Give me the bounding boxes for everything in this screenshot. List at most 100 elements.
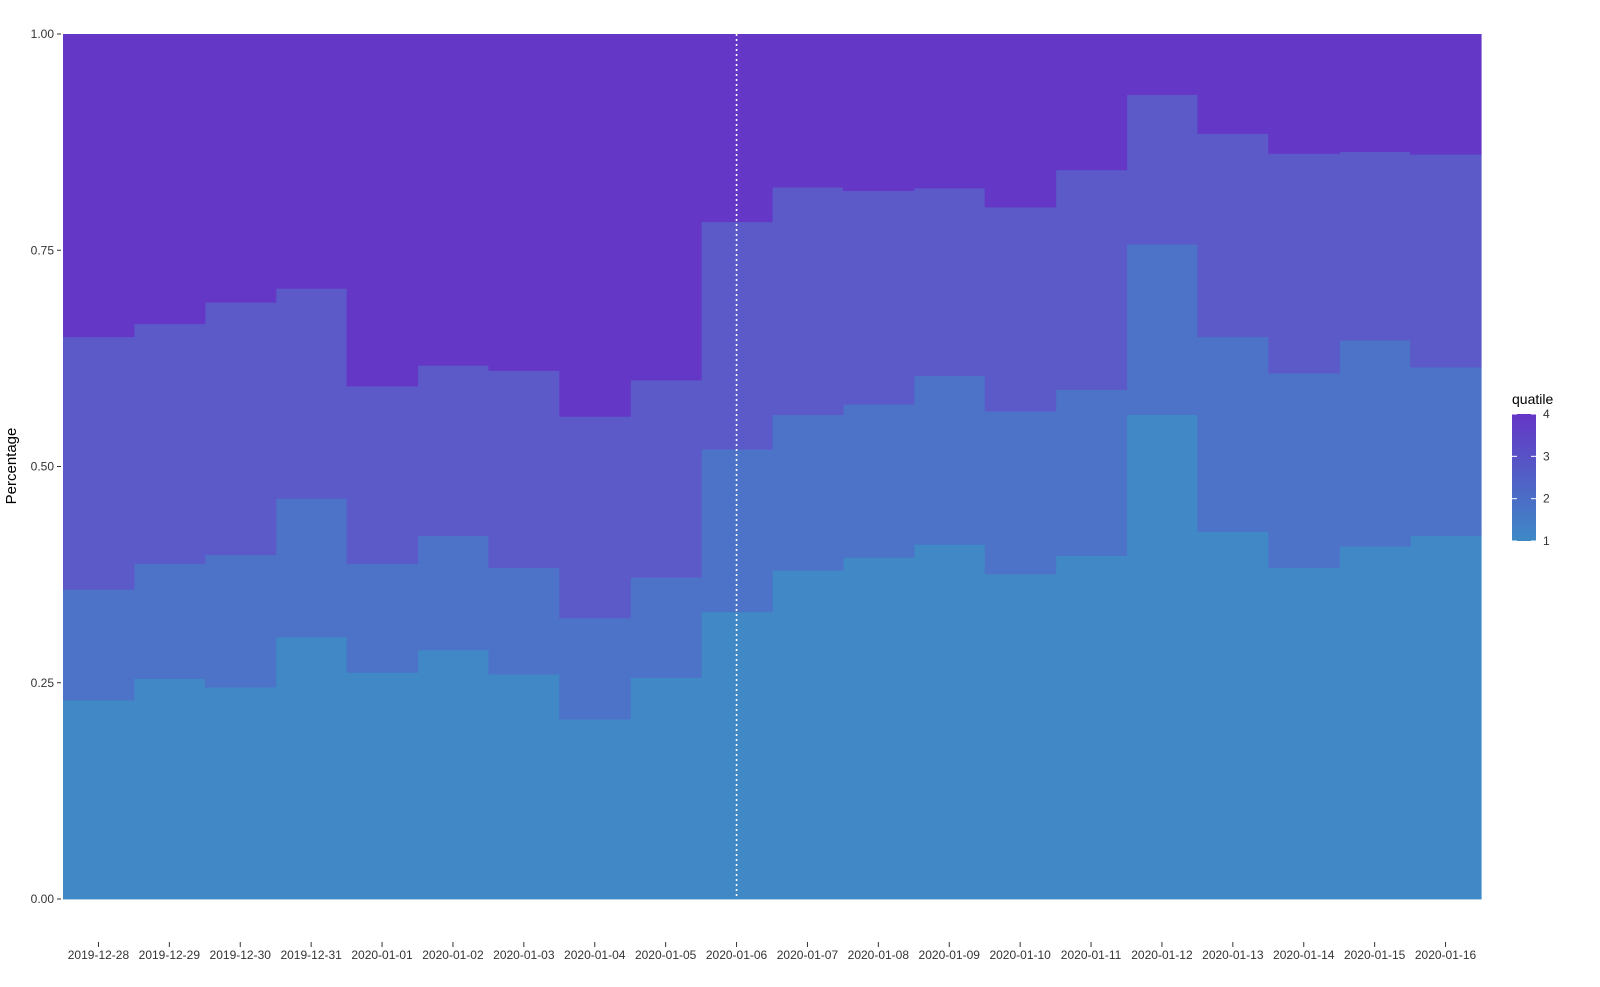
area-segment-q4-2020-01-15	[1339, 34, 1411, 153]
area-segment-q1-2020-01-04	[559, 719, 631, 900]
area-segment-q1-2020-01-10	[984, 573, 1057, 900]
area-segment-q3-2020-01-05	[630, 380, 702, 578]
area-segment-q3-2020-01-02	[417, 365, 489, 537]
y-axis: 0.00 0.25 0.50 0.75 1.00	[31, 27, 61, 906]
area-segment-q3-2020-01-10	[984, 207, 1057, 412]
area-segment-q4-2020-01-03	[488, 34, 560, 371]
x-tick-label: 2020-01-07	[777, 948, 839, 962]
y-tick-label: 0.50	[31, 460, 55, 474]
area-segment-q4-2020-01-10	[984, 34, 1057, 208]
legend-title: quatile	[1512, 391, 1553, 407]
plot-area	[63, 34, 1482, 900]
area-segment-q2-2020-01-11	[1055, 389, 1128, 556]
area-segment-q2-2020-01-01	[346, 563, 419, 673]
area-segment-q3-2020-01-08	[842, 190, 915, 405]
area-segment-q1-2020-01-16	[1410, 535, 1482, 900]
area-segment-q1-2020-01-12	[1126, 414, 1198, 900]
area-segment-q4-2020-01-13	[1197, 34, 1269, 134]
area-segment-q3-2020-01-03	[488, 370, 560, 569]
area-segment-q1-2019-12-28	[63, 700, 135, 900]
x-tick-label: 2019-12-28	[68, 948, 130, 962]
area-segment-q4-2019-12-29	[133, 34, 206, 325]
area-segment-q2-2020-01-09	[913, 375, 986, 545]
area-segment-q2-2020-01-03	[488, 567, 560, 675]
area-segment-q4-2020-01-11	[1055, 34, 1128, 171]
area-segment-q4-2020-01-02	[417, 34, 489, 366]
area-segment-q3-2020-01-15	[1339, 151, 1411, 341]
x-tick-label: 2020-01-10	[989, 948, 1051, 962]
area-segment-q4-2020-01-14	[1268, 34, 1340, 154]
area-segment-q1-2020-01-13	[1197, 531, 1269, 900]
x-tick-label: 2020-01-03	[493, 948, 555, 962]
x-tick-label: 2020-01-14	[1273, 948, 1335, 962]
y-tick-label: 0.00	[31, 892, 55, 906]
x-axis: 2019-12-28 2019-12-29 2019-12-30 2019-12-31…	[68, 942, 1477, 962]
area-segment-q4-2020-01-16	[1410, 34, 1482, 155]
area-segment-q3-2020-01-12	[1126, 94, 1198, 245]
y-tick-label: 0.25	[31, 676, 55, 690]
area-segment-q2-2020-01-07	[772, 414, 844, 571]
x-tick-label: 2020-01-11	[1061, 948, 1122, 962]
area-segment-q2-2020-01-05	[630, 577, 702, 678]
area-segment-q3-2020-01-16	[1410, 154, 1482, 368]
area-segment-q4-2020-01-08	[842, 34, 915, 191]
x-tick-label: 2020-01-06	[706, 948, 768, 962]
area-segment-q3-2020-01-04	[559, 416, 631, 619]
area-segment-q4-2020-01-05	[630, 34, 702, 381]
area-segment-q4-2019-12-30	[204, 34, 277, 303]
area-segment-q1-2020-01-05	[630, 677, 702, 900]
area-segment-q1-2019-12-31	[275, 636, 348, 900]
area-segment-q4-2020-01-06	[701, 34, 773, 223]
area-segment-q1-2020-01-14	[1268, 567, 1340, 900]
area-segment-q2-2019-12-31	[275, 498, 348, 638]
area-segment-q2-2020-01-12	[1126, 244, 1198, 415]
x-tick-label: 2020-01-15	[1344, 948, 1406, 962]
x-tick-label: 2019-12-31	[280, 948, 342, 962]
legend-label: 2	[1543, 492, 1550, 506]
area-segment-q1-2019-12-29	[133, 678, 206, 900]
y-axis-title: Percentage	[3, 428, 20, 505]
area-segment-q1-2020-01-01	[346, 672, 419, 900]
area-segment-q2-2020-01-08	[842, 404, 915, 558]
area-segment-q4-2020-01-01	[346, 34, 419, 387]
area-segment-q2-2020-01-13	[1197, 336, 1269, 532]
area-segment-q2-2019-12-28	[63, 589, 135, 701]
area-segment-q3-2019-12-31	[275, 288, 348, 499]
area-segment-q3-2019-12-30	[204, 302, 277, 556]
x-tick-label: 2020-01-05	[635, 948, 697, 962]
area-segment-q4-2019-12-28	[63, 34, 135, 338]
area-segment-q3-2020-01-13	[1197, 133, 1269, 338]
area-segment-q3-2019-12-28	[63, 336, 135, 590]
area-segment-q3-2020-01-07	[772, 187, 844, 415]
area-segment-q1-2020-01-02	[417, 649, 489, 900]
area-segment-q1-2020-01-09	[913, 544, 986, 900]
area-segment-q2-2020-01-10	[984, 411, 1057, 575]
x-tick-label: 2020-01-08	[848, 948, 910, 962]
area-segment-q3-2020-01-09	[913, 187, 986, 377]
y-tick-label: 0.75	[31, 243, 55, 257]
legend-ticks: 4 3 2 1	[1512, 407, 1550, 548]
y-tick-label: 1.00	[31, 27, 55, 41]
area-segment-q1-2020-01-07	[772, 570, 844, 900]
x-tick-label: 2019-12-29	[139, 948, 201, 962]
legend-color-bar	[1512, 414, 1536, 541]
area-segment-q4-2019-12-31	[275, 34, 348, 289]
area-segment-q3-2020-01-14	[1268, 153, 1340, 374]
x-tick-label: 2020-01-04	[564, 948, 626, 962]
area-segment-q1-2020-01-08	[842, 557, 915, 900]
area-segment-q2-2019-12-29	[133, 563, 206, 679]
legend: quatile 4 3 2 1	[1512, 391, 1553, 548]
area-segment-q4-2020-01-12	[1126, 34, 1198, 95]
area-segment-q2-2020-01-14	[1268, 373, 1340, 569]
area-segment-q2-2020-01-16	[1410, 367, 1482, 537]
area-segment-q2-2019-12-30	[204, 554, 277, 688]
area-segment-q4-2020-01-04	[559, 34, 631, 417]
area-segment-q3-2020-01-11	[1055, 169, 1128, 390]
x-tick-label: 2020-01-12	[1131, 948, 1193, 962]
area-segment-q1-2020-01-03	[488, 674, 560, 900]
area-segment-q3-2019-12-29	[133, 323, 206, 564]
legend-label: 4	[1543, 407, 1550, 421]
legend-label: 1	[1543, 534, 1550, 548]
x-tick-label: 2020-01-13	[1202, 948, 1264, 962]
